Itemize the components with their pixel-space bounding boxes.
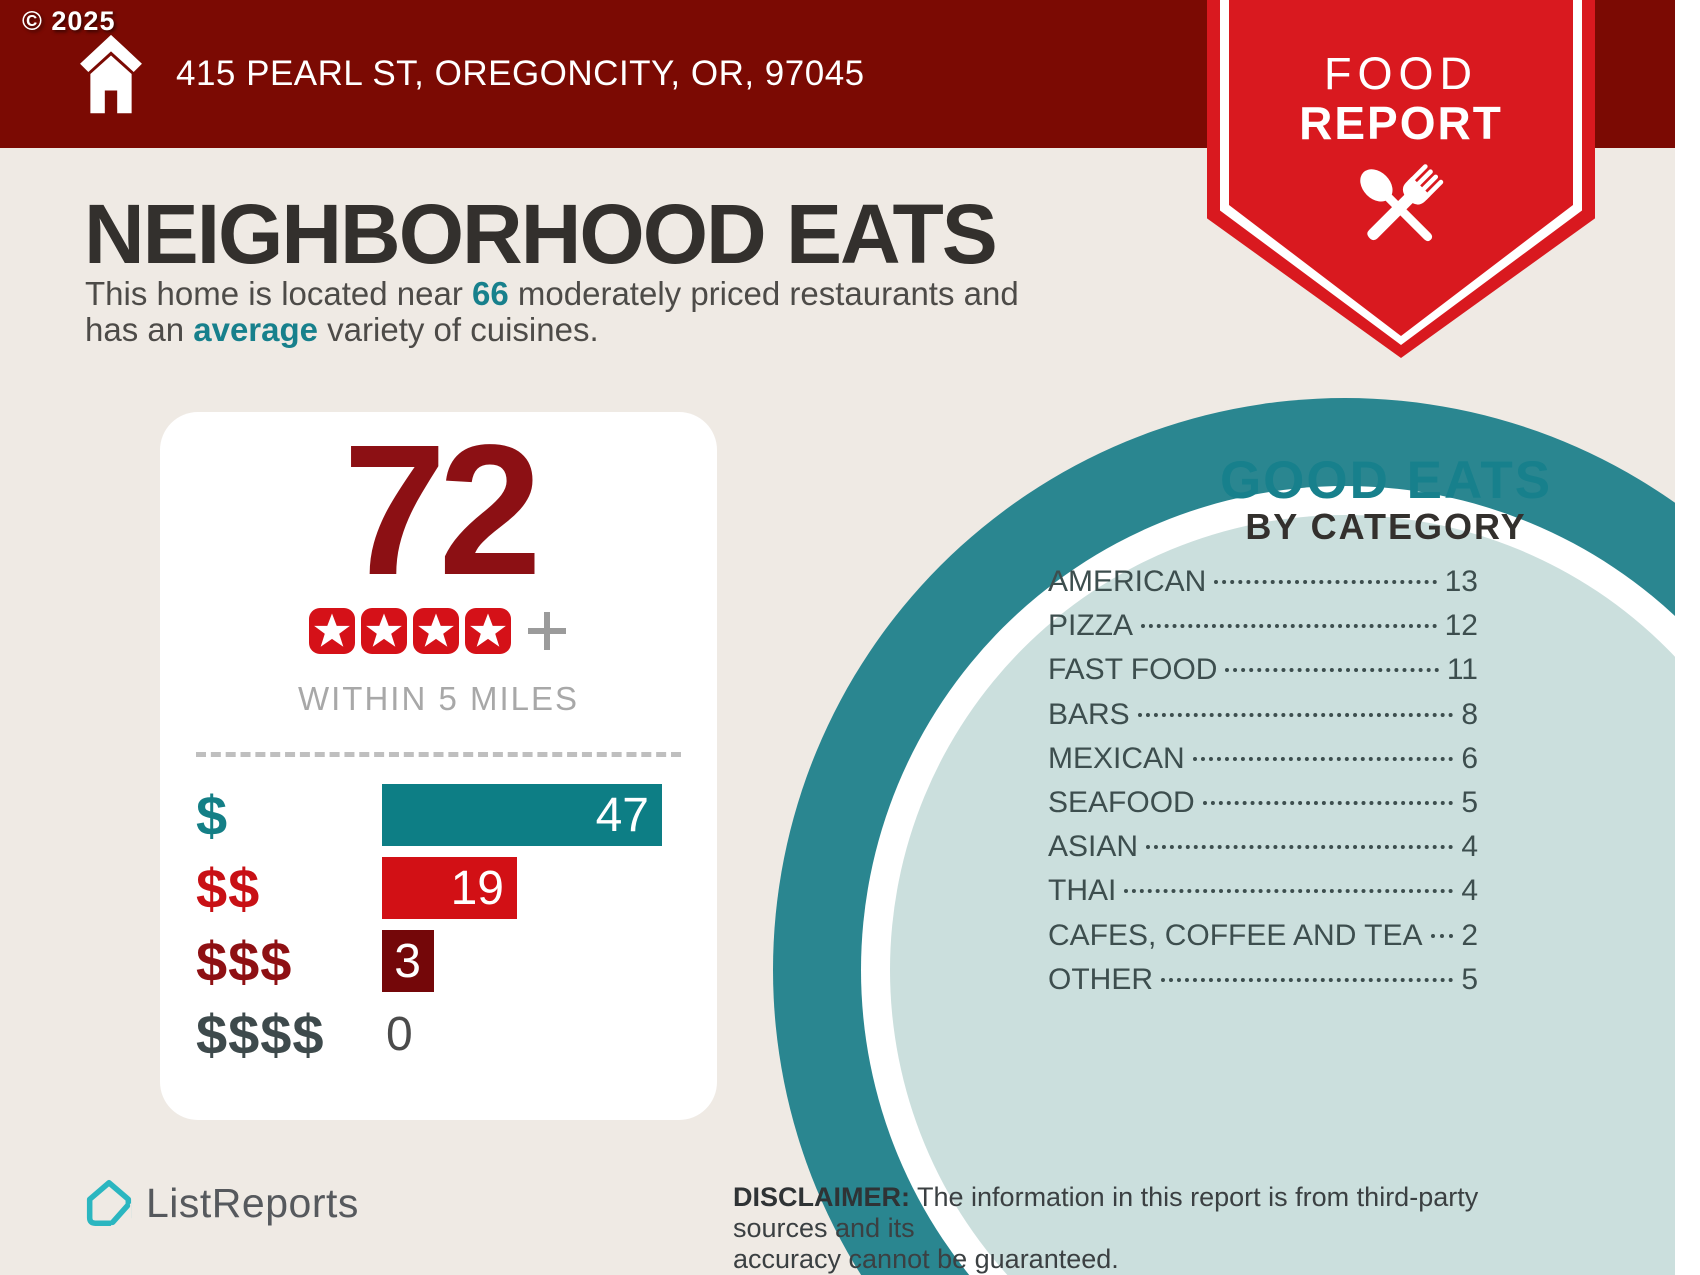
star-icon (360, 608, 407, 654)
price-tier-label: $$$ (196, 929, 293, 993)
dotted-leader (1146, 845, 1454, 850)
good-eats-subtitle: BY CATEGORY (1245, 506, 1527, 547)
restaurant-score: 72 (343, 407, 542, 614)
page-subtitle: This home is located near 66 moderately … (85, 276, 1145, 348)
price-bar-row: $$$$ 0 (196, 1002, 717, 1066)
disclaimer-line2: accuracy cannot be guaranteed. (733, 1244, 1119, 1274)
page-title: NEIGHBORHOOD EATS (84, 187, 998, 281)
property-address: 415 PEARL ST, OREGONCITY, OR, 97045 (176, 54, 865, 93)
category-row: AMERICAN 13 (1048, 565, 1478, 609)
price-bar-row: $$$ 3 (196, 929, 717, 993)
price-tier-label: $$ (196, 856, 261, 920)
category-value: 4 (1461, 830, 1478, 864)
category-value: 2 (1461, 918, 1478, 952)
subtitle-highlight: 66 (472, 275, 509, 312)
category-label: PIZZA (1048, 609, 1134, 643)
category-list: AMERICAN 13 PIZZA 12 FAST FOOD 11 BARS 8 MEXICAN… (1048, 565, 1478, 1007)
subtitle-text: moderately priced restaurants and (508, 275, 1019, 312)
dotted-leader (1225, 668, 1439, 673)
category-value: 5 (1461, 785, 1478, 819)
category-label: OTHER (1048, 962, 1153, 996)
category-label: MEXICAN (1048, 741, 1185, 775)
price-bar-value: 0 (386, 1007, 413, 1061)
dotted-leader (1124, 889, 1454, 894)
dotted-leader (1161, 977, 1454, 982)
listreports-logo: ListReports (86, 1178, 359, 1228)
good-eats-circle-clip (0, 148, 1675, 1275)
dotted-leader (1141, 624, 1437, 629)
category-row: FAST FOOD 11 (1048, 653, 1478, 697)
dashed-divider (196, 752, 681, 757)
price-bar: 19 (382, 857, 517, 919)
price-bar: 3 (382, 930, 434, 992)
dotted-leader (1202, 800, 1454, 805)
disclaimer-label: DISCLAIMER: (733, 1182, 910, 1212)
dotted-leader (1430, 933, 1454, 938)
price-bar-value: 47 (595, 788, 649, 842)
category-label: ASIAN (1048, 830, 1139, 864)
category-label: AMERICAN (1048, 565, 1207, 598)
category-value: 5 (1461, 962, 1478, 996)
price-tier-label: $ (196, 783, 229, 847)
radius-label: WITHIN 5 MILES (297, 680, 580, 717)
dotted-leader (1137, 712, 1454, 717)
star-icon (412, 608, 459, 654)
crossed-spoon-fork-icon (1360, 164, 1444, 242)
dotted-leader (1192, 756, 1454, 761)
good-eats-title: GOOD EATS (1219, 451, 1553, 510)
price-bar-value: 19 (450, 861, 504, 915)
category-label: CAFES, COFFEE AND TEA (1048, 918, 1423, 952)
price-bar: 47 (382, 784, 662, 846)
category-row: MEXICAN 6 (1048, 742, 1478, 786)
disclaimer-line1: The information in this report is from t… (733, 1182, 1479, 1243)
copyright-watermark: © 2025 (22, 6, 116, 36)
price-bar-row: $47 (196, 783, 717, 847)
category-label: THAI (1048, 874, 1117, 908)
dotted-leader (1214, 580, 1437, 584)
category-label: SEAFOOD (1048, 785, 1195, 819)
star-rating (308, 608, 511, 654)
category-row: OTHER 5 (1048, 963, 1478, 1007)
category-row: CAFES, COFFEE AND TEA 2 (1048, 919, 1478, 963)
subtitle-text: This home is located near (85, 275, 473, 312)
plus-icon (527, 612, 566, 650)
category-row: THAI 4 (1048, 874, 1478, 918)
disclaimer: DISCLAIMER: The information in this repo… (733, 1182, 1523, 1275)
category-label: FAST FOOD (1048, 653, 1218, 687)
subtitle-text: has an (85, 311, 194, 348)
subtitle-text: variety of cuisines. (318, 311, 599, 348)
score-card: 72 WITHIN 5 MILES $47 $$ 19 $$$ 3 $$$$ (160, 407, 717, 1120)
subtitle-highlight: average (193, 311, 319, 348)
ribbon-title-line1: FOOD (1324, 48, 1478, 99)
price-bars: $47 $$ 19 $$$ 3 $$$$ 0 (196, 784, 717, 1076)
star-icon (464, 608, 511, 654)
category-value: 8 (1461, 697, 1478, 731)
category-row: ASIAN 4 (1048, 830, 1478, 874)
price-bar-value: 3 (394, 934, 421, 988)
star-icon (308, 608, 355, 654)
category-row: PIZZA 12 (1048, 609, 1478, 653)
stars-row (160, 608, 717, 654)
home-icon (80, 34, 142, 114)
listreports-wordmark: ListReports (146, 1179, 359, 1226)
category-value: 4 (1461, 874, 1478, 908)
category-row: SEAFOOD 5 (1048, 786, 1478, 830)
category-label: BARS (1048, 697, 1130, 731)
category-value: 11 (1446, 653, 1478, 687)
price-tier-label: $$$$ (196, 1002, 325, 1066)
price-bar-row: $$ 19 (196, 856, 717, 920)
ribbon-title-line2: REPORT (1299, 97, 1503, 149)
category-value: 6 (1461, 741, 1478, 775)
category-value: 12 (1444, 609, 1478, 643)
category-value: 13 (1444, 565, 1478, 598)
food-report-ribbon: FOOD REPORT (1207, 0, 1595, 358)
listreports-house-icon (86, 1180, 132, 1227)
category-row: BARS 8 (1048, 698, 1478, 742)
